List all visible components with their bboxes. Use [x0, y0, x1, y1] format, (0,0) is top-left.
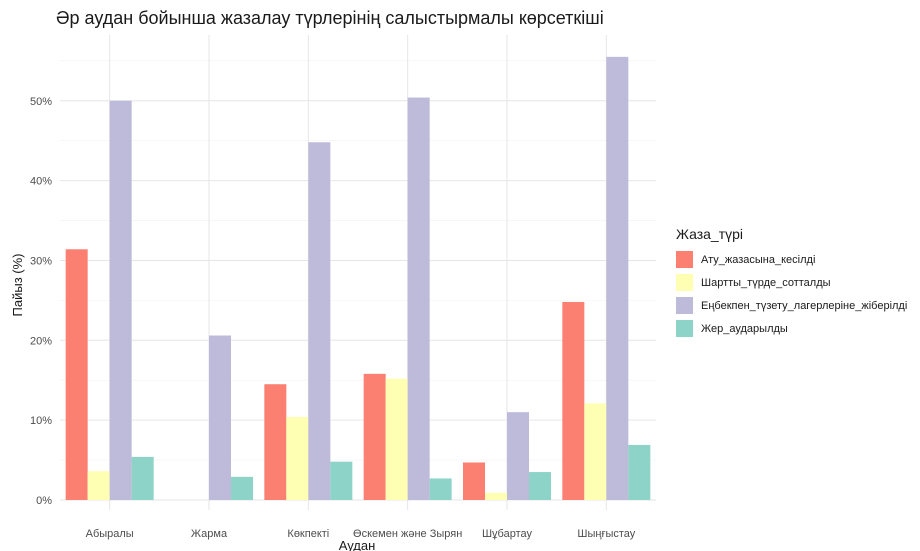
bar-2-2 — [308, 142, 331, 500]
legend-swatch — [676, 297, 693, 314]
x-tick-label: Абыралы — [86, 528, 134, 540]
legend-swatch — [676, 274, 693, 291]
bar-2-3 — [330, 461, 353, 500]
y-tick-label: 10% — [30, 415, 52, 427]
bar-1-2 — [209, 335, 231, 500]
y-tick-label: 40% — [30, 176, 52, 188]
bar-4-1 — [485, 492, 507, 500]
x-tick-label: Жарма — [191, 528, 228, 540]
y-tick-labels: 0% 10% 20% 30% 40% 50% — [30, 96, 52, 507]
bar-0-2 — [109, 100, 132, 500]
x-tick-label: Шыңғыстау — [577, 528, 635, 540]
bar-0-0 — [65, 249, 88, 500]
bar-3-2 — [407, 97, 430, 500]
legend-label: Ату_жазасына_кесілді — [701, 253, 816, 266]
bar-2-1 — [286, 416, 309, 500]
legend-swatch — [676, 320, 693, 337]
y-tick-label: 50% — [30, 96, 52, 108]
bar-5-2 — [606, 56, 629, 501]
y-tick-label: 30% — [30, 255, 52, 267]
legend-label: Шартты_түрде_сотталды — [701, 276, 831, 289]
legend-item: Еңбекпен_түзету_лагерлеріне_жіберілді — [676, 294, 907, 317]
x-tick-label: Көкпекті — [287, 528, 329, 540]
x-axis-label: Аудан — [339, 538, 376, 551]
x-tick-label: Шұбартау — [482, 528, 533, 540]
x-tick-label: Өскемен және Зырян — [353, 528, 462, 540]
bar-5-3 — [628, 444, 651, 500]
legend-item: Жер_аударылды — [676, 317, 907, 340]
legend-title: Жаза_түрі — [676, 226, 744, 242]
bar-1-3 — [231, 476, 253, 500]
x-tick-labels: Абыралы Жарма Көкпекті Өскемен және Зырян Шұ… — [86, 528, 636, 540]
bar-5-1 — [584, 403, 607, 500]
legend-item: Ату_жазасына_кесілді — [676, 248, 907, 271]
bar-3-3 — [429, 478, 452, 500]
bar-4-3 — [529, 472, 551, 500]
bar-2-0 — [264, 384, 287, 500]
legend-item: Шартты_түрде_сотталды — [676, 271, 907, 294]
y-tick-label: 0% — [36, 495, 52, 507]
bar-4-0 — [463, 462, 485, 500]
bar-0-3 — [131, 456, 154, 500]
bar-5-0 — [562, 301, 585, 500]
chart-title: Әр аудан бойынша жазалау түрлерінің салы… — [56, 8, 604, 28]
y-tick-label: 20% — [30, 335, 52, 347]
bar-4-2 — [507, 412, 529, 500]
bar-3-1 — [385, 378, 408, 500]
legend-label: Еңбекпен_түзету_лагерлеріне_жіберілді — [701, 299, 908, 312]
minor-gridlines — [60, 60, 656, 461]
bar-3-0 — [363, 373, 386, 500]
legend: Жаза_түрі Ату_жазасына_кесілді Шартты_түр… — [676, 226, 907, 340]
y-axis-label: Пайыз (%) — [10, 254, 25, 317]
legend-swatch — [676, 251, 693, 268]
bars — [65, 56, 651, 501]
bar-0-1 — [87, 471, 110, 500]
legend-label: Жер_аударылды — [701, 322, 788, 335]
